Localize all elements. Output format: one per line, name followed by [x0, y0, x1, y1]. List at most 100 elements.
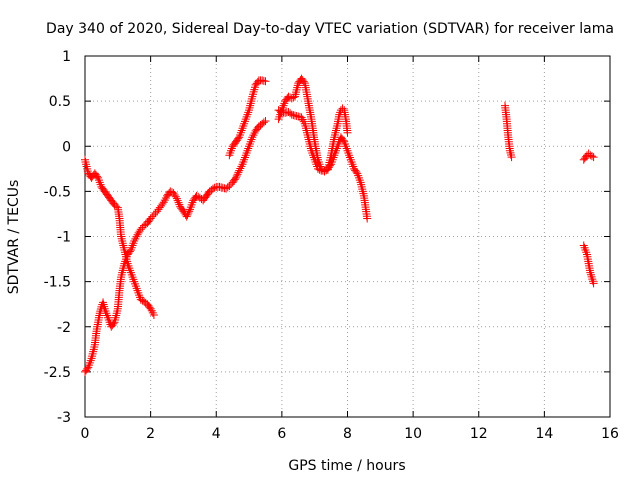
- data-point: [357, 182, 366, 191]
- data-point: [192, 191, 201, 200]
- data-point: [175, 200, 184, 209]
- data-point: [352, 167, 361, 176]
- axis-ticks: 0 2 4 6 8 10 12 14 16 -3 -2.5 -2 -1.5 -1 -0.5 0 0.5 1: [44, 49, 619, 442]
- data-point: [293, 83, 302, 92]
- data-point: [117, 273, 126, 282]
- data-point: [505, 146, 514, 155]
- data-point: [589, 279, 598, 288]
- data-point: [182, 212, 191, 221]
- y-tick-label: 0.5: [49, 94, 71, 110]
- data-point: [147, 306, 156, 315]
- data-point: [225, 181, 234, 190]
- data-point: [89, 347, 98, 356]
- data-point: [148, 212, 157, 221]
- data-point: [287, 94, 296, 103]
- x-tick-label: 10: [404, 426, 422, 442]
- data-point: [306, 142, 315, 151]
- data-point: [249, 131, 258, 140]
- y-tick-label: -3: [57, 410, 71, 426]
- x-tick-label: 12: [470, 426, 488, 442]
- data-point: [589, 153, 598, 162]
- data-point: [304, 133, 313, 142]
- data-point: [89, 345, 98, 354]
- data-point: [208, 184, 217, 193]
- data-point: [333, 121, 342, 130]
- data-point: [297, 113, 306, 122]
- data-point: [507, 150, 516, 159]
- data-point: [338, 104, 347, 113]
- data-point: [166, 187, 175, 196]
- data-point: [118, 239, 127, 248]
- x-tick-label: 4: [212, 426, 221, 442]
- data-point: [88, 352, 97, 361]
- data-point: [246, 101, 255, 110]
- y-tick-label: -0.5: [44, 184, 71, 200]
- data-point: [131, 234, 140, 243]
- data-point: [247, 97, 256, 106]
- data-point: [125, 247, 134, 256]
- data-point: [299, 77, 308, 86]
- data-point: [90, 343, 99, 352]
- data-point: [81, 158, 90, 167]
- data-point: [237, 162, 246, 171]
- data-point: [302, 126, 311, 135]
- data-point: [331, 128, 340, 137]
- data-point: [359, 189, 368, 198]
- data-point: [99, 298, 108, 307]
- data-point: [112, 311, 121, 320]
- data-point: [82, 160, 91, 169]
- data-point: [117, 232, 126, 241]
- data-point: [235, 166, 244, 175]
- data-point: [586, 268, 595, 277]
- x-tick-label: 8: [343, 426, 352, 442]
- data-point: [184, 209, 193, 218]
- x-axis-label: GPS time / hours: [288, 458, 405, 474]
- x-tick-label: 0: [81, 426, 90, 442]
- data-point: [588, 277, 597, 286]
- y-tick-label: -1.5: [44, 275, 71, 291]
- data-point: [330, 130, 339, 139]
- y-tick-label: 1: [62, 49, 71, 65]
- data-point: [286, 109, 295, 118]
- data-point: [261, 116, 270, 125]
- data-point: [183, 210, 192, 219]
- data-point: [259, 118, 268, 127]
- data-point: [146, 214, 155, 223]
- data-point: [119, 264, 128, 273]
- data-point: [99, 300, 108, 309]
- data-point: [274, 106, 283, 115]
- data-point: [130, 237, 139, 246]
- data-point: [306, 144, 315, 153]
- data-point: [332, 124, 341, 133]
- data-point: [292, 85, 301, 94]
- data-point: [231, 173, 240, 182]
- data-point: [112, 309, 121, 318]
- data-point: [136, 295, 145, 304]
- data-point: [245, 103, 254, 112]
- data-point: [358, 187, 367, 196]
- data-point: [506, 148, 515, 157]
- data-point: [303, 130, 312, 139]
- data-point: [248, 133, 257, 142]
- data-point: [173, 196, 182, 205]
- data-point: [149, 210, 158, 219]
- data-point: [100, 302, 109, 311]
- y-tick-label: 0: [62, 139, 71, 155]
- data-point: [236, 164, 245, 173]
- data-point: [171, 192, 180, 201]
- data-point: [109, 319, 118, 328]
- data-point: [234, 134, 243, 143]
- data-point: [117, 270, 126, 279]
- data-point: [305, 137, 314, 146]
- data-point: [234, 168, 243, 177]
- x-tick-label: 2: [146, 426, 155, 442]
- data-point: [587, 272, 596, 281]
- data-point: [172, 194, 181, 203]
- data-point: [83, 364, 92, 373]
- data-point: [93, 172, 102, 181]
- x-tick-label: 16: [601, 426, 619, 442]
- data-point: [358, 185, 367, 194]
- data-points: [81, 74, 598, 376]
- data-point: [586, 151, 595, 160]
- data-point: [230, 175, 239, 184]
